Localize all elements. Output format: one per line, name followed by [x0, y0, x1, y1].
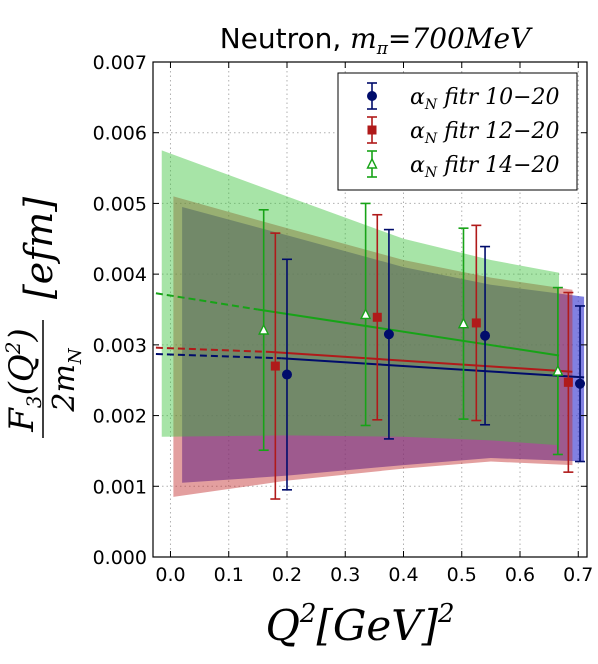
xlabel-exp: 2	[299, 599, 317, 629]
y-tick-label: 0.006	[93, 123, 147, 145]
band-3	[161, 150, 560, 446]
ylabel-denominator: 2mN	[47, 347, 86, 413]
x-tick-label: 0.7	[563, 564, 593, 586]
title-math: m	[350, 22, 377, 55]
band-2	[173, 196, 573, 497]
data-point	[480, 330, 491, 341]
fit-line-3	[257, 308, 560, 357]
legend-text: fitr 12−20	[437, 119, 559, 144]
band-layer	[161, 150, 585, 497]
chart-title: Neutron, mπ=700MeV	[220, 22, 533, 59]
y-tick-label: 0.007	[93, 52, 147, 74]
legend-marker	[366, 157, 378, 169]
x-tick-label: 0.5	[447, 564, 477, 586]
x-tick-label: 0.0	[155, 564, 185, 586]
data-point	[372, 312, 382, 322]
x-tick-label: 0.6	[505, 564, 535, 586]
title-sub: π	[376, 39, 389, 59]
y-tick-label: 0.005	[93, 193, 147, 215]
data-point	[258, 323, 270, 335]
ylabel-q-exp: 2	[1, 342, 25, 356]
ylabel-2m: 2m	[47, 364, 82, 413]
y-tick-label: 0.003	[93, 335, 147, 357]
ylabel-paren-q: (Q	[2, 354, 42, 395]
data-point	[281, 369, 292, 380]
ylabel-n-sub: N	[65, 347, 86, 365]
legend-alpha: α	[410, 119, 425, 144]
fit-line-1	[281, 357, 585, 379]
legend-label: αN fitr 14−20	[410, 153, 560, 181]
plot-frame	[152, 61, 588, 558]
fit-layer	[155, 292, 585, 379]
ylabel-unit: [efm]	[17, 197, 61, 299]
marker-layer	[258, 307, 586, 389]
tick-layer: 0.0 0.1 0.2 0.3 0.4 0.5 0.6 0.7 0.000 0.001 0.002 0…	[93, 52, 594, 586]
y-tick-label: 0.001	[93, 476, 147, 498]
legend-text: fitr 14−20	[437, 153, 559, 178]
legend-alpha: α	[410, 153, 425, 178]
legend-sub: N	[424, 97, 438, 113]
y-tick-label: 0.000	[93, 547, 147, 569]
legend-text: fitr 10−20	[437, 85, 559, 110]
ylabel-f-sub: 3	[22, 395, 46, 408]
legend-sub: N	[424, 131, 438, 147]
legend-marker	[367, 125, 377, 135]
y-tick-label: 0.002	[93, 406, 147, 428]
data-point	[471, 318, 481, 328]
fit-extrapolation-3	[155, 292, 259, 311]
title-rest: =700MeV	[388, 22, 533, 55]
x-tick-label: 0.3	[330, 564, 360, 586]
x-axis-label: Q2[GeV]2	[265, 599, 454, 650]
title-main: Neutron,	[220, 22, 350, 55]
ylabel-close-paren: )	[2, 328, 42, 342]
fit-line-2	[269, 350, 573, 373]
band-1	[182, 206, 585, 483]
ylabel-numerator: F3(Q2)	[1, 328, 46, 432]
ylabel-f: F	[2, 407, 42, 433]
legend-alpha: α	[410, 85, 425, 110]
xlabel-unit-exp: 2	[437, 599, 455, 629]
data-point	[552, 364, 564, 376]
data-point	[359, 307, 372, 320]
y-axis-label: F3(Q2) 2mN [efm]	[1, 197, 86, 438]
legend-marker	[367, 91, 377, 101]
legend-frame	[337, 72, 578, 191]
xlabel-q: Q	[265, 601, 299, 650]
x-tick-label: 0.1	[214, 564, 244, 586]
legend-sub: N	[424, 165, 438, 181]
legend-label: αN fitr 12−20	[410, 119, 560, 147]
legend-label: αN fitr 10−20	[410, 85, 560, 113]
fit-extrapolation-2	[155, 346, 270, 353]
x-tick-label: 0.4	[388, 564, 418, 586]
data-point	[563, 377, 573, 387]
x-tick-label: 0.2	[272, 564, 302, 586]
data-point	[457, 317, 470, 329]
fit-extrapolation-1	[155, 353, 282, 360]
data-point	[383, 329, 394, 340]
data-point	[575, 378, 586, 389]
y-tick-label: 0.004	[93, 264, 147, 286]
data-point	[270, 361, 280, 371]
xlabel-unit: [GeV]	[316, 601, 438, 650]
